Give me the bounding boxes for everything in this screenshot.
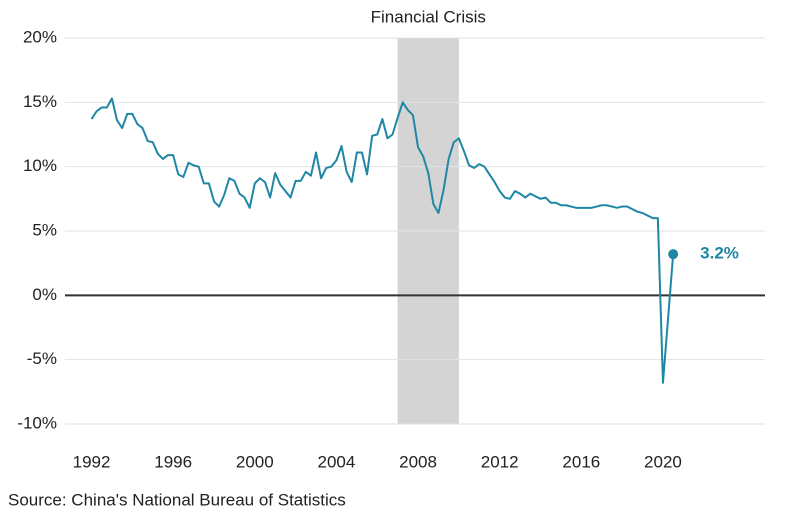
x-tick-label: 2008 [399,452,437,471]
y-tick-label: 20% [23,27,57,46]
annotation-label: 3.2% [700,244,739,263]
x-tick-label: 2000 [236,452,274,471]
x-tick-label: 2012 [481,452,519,471]
y-tick-label: 0% [32,285,57,304]
y-tick-label: 10% [23,156,57,175]
x-tick-label: 1996 [154,452,192,471]
x-tick-label: 2004 [318,452,356,471]
x-tick-label: 1992 [73,452,111,471]
highlight-label: Financial Crisis [371,7,486,26]
annotation-dot [668,249,679,260]
y-tick-label: 5% [32,220,57,239]
y-tick-label: -5% [27,349,57,368]
x-tick-label: 2016 [562,452,600,471]
x-tick-label: 2020 [644,452,682,471]
y-tick-label: 15% [23,92,57,111]
source-note: Source: China's National Bureau of Stati… [8,490,346,509]
data-line [90,97,675,384]
y-tick-label: -10% [17,413,57,432]
